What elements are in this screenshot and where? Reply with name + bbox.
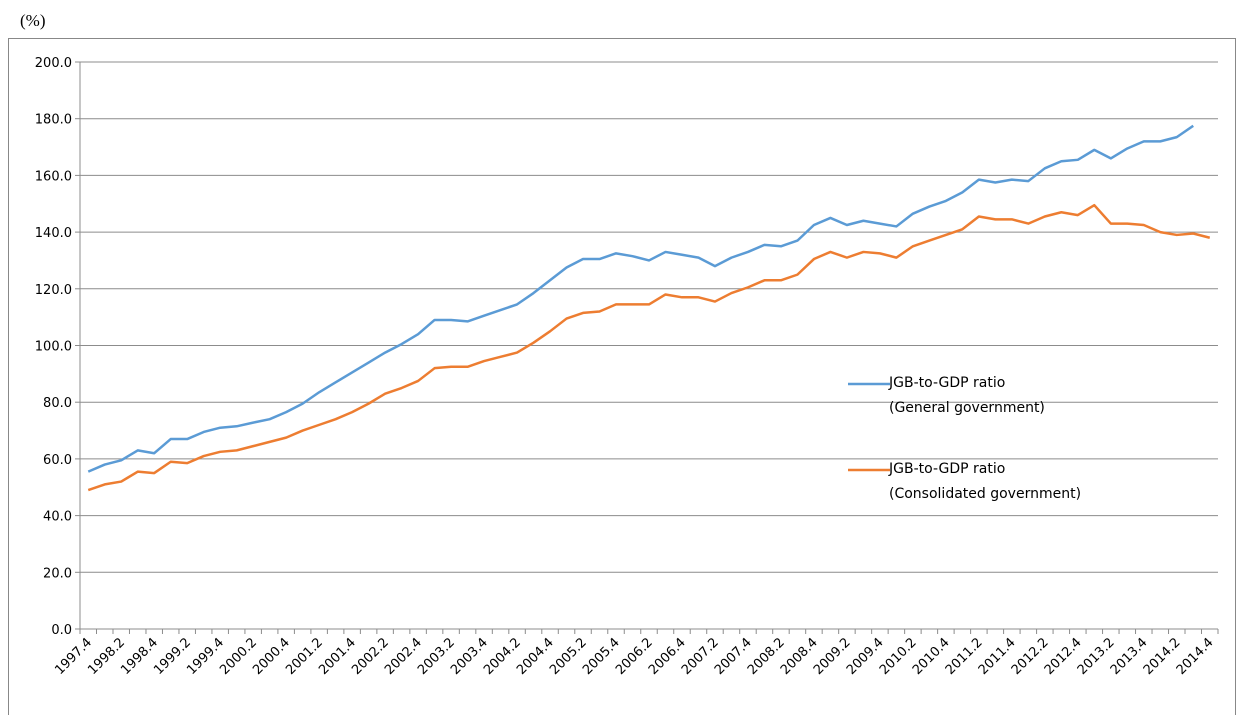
chart-frame [8, 38, 1236, 715]
legend-label: JGB-to-GDP ratio (General government) [889, 375, 1045, 416]
y-tick-label: 180.0 [35, 113, 72, 128]
y-tick-label: 100.0 [35, 340, 72, 355]
y-tick-label: 40.0 [43, 510, 72, 525]
unit-label: (%) [20, 11, 45, 30]
legend-label: JGB-to-GDP ratio (Consolidated governmen… [889, 461, 1082, 502]
x-tick-label: 2014.4 [1174, 635, 1217, 678]
y-tick-label: 120.0 [35, 283, 72, 298]
y-tick-label: 160.0 [35, 169, 72, 184]
series-line [87, 124, 1194, 473]
y-tick-label: 80.0 [43, 396, 72, 411]
series-line [87, 203, 1211, 492]
y-tick-label: 200.0 [35, 56, 72, 71]
y-tick-label: 140.0 [35, 226, 72, 241]
y-tick-label: 20.0 [43, 566, 72, 581]
y-tick-label: 0.0 [51, 623, 72, 638]
y-tick-label: 60.0 [43, 453, 72, 468]
